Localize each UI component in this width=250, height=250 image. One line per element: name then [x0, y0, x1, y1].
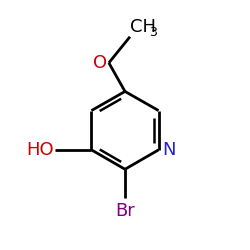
Text: Br: Br	[115, 202, 135, 220]
Text: O: O	[94, 54, 108, 72]
Text: 3: 3	[148, 26, 156, 39]
Text: CH: CH	[130, 18, 156, 36]
Text: HO: HO	[26, 141, 54, 159]
Text: N: N	[162, 141, 176, 159]
